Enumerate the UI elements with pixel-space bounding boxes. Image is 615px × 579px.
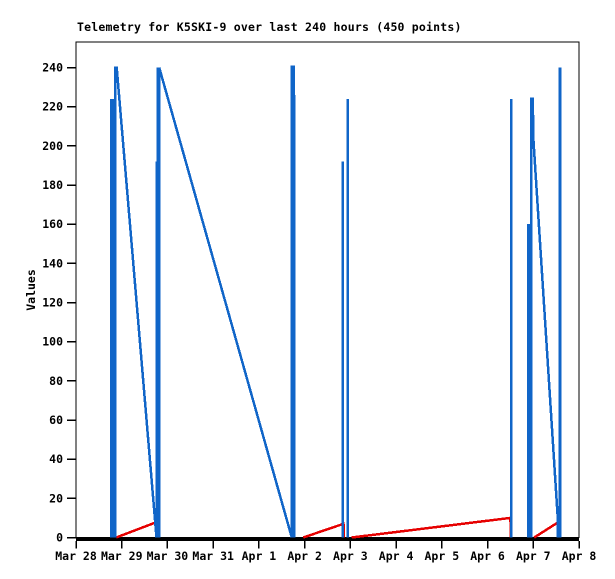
y-tick-label: 180 <box>42 178 63 192</box>
y-tick-label: 60 <box>49 413 63 427</box>
x-tick-label: Apr 5 <box>425 549 460 563</box>
y-tick-label: 0 <box>56 531 63 545</box>
telemetry-channel-blue-segment <box>114 66 158 538</box>
telemetry-channel-red-segment <box>533 520 560 539</box>
telemetry-channel-blue-segment <box>530 97 559 538</box>
x-tick-label: Apr 1 <box>242 549 277 563</box>
y-tick-label: 40 <box>49 452 63 466</box>
y-tick-label: 120 <box>42 296 63 310</box>
y-tick-label: 220 <box>42 100 63 114</box>
x-tick-label: Apr 8 <box>562 549 597 563</box>
x-tick-label: Mar 28 <box>55 549 97 563</box>
y-tick-label: 80 <box>49 374 63 388</box>
x-tick-label: Mar 29 <box>101 549 143 563</box>
y-tick-label: 200 <box>42 139 63 153</box>
y-tick-label: 100 <box>42 335 63 349</box>
y-tick-label: 240 <box>42 61 63 75</box>
y-tick-label: 20 <box>49 491 63 505</box>
x-tick-label: Apr 7 <box>516 549 551 563</box>
x-tick-label: Mar 31 <box>192 549 234 563</box>
telemetry-channel-red-segment <box>115 520 160 539</box>
x-tick-label: Apr 3 <box>333 549 368 563</box>
x-tick-label: Apr 4 <box>379 549 414 563</box>
telemetry-channel-blue-segment <box>157 67 294 538</box>
x-tick-label: Apr 6 <box>470 549 505 563</box>
y-tick-label: 160 <box>42 217 63 231</box>
plot-border <box>75 41 580 539</box>
chart-title: Telemetry for K5SKI-9 over last 240 hour… <box>77 20 462 34</box>
telemetry-channel-red-segment <box>302 522 346 539</box>
telemetry-channel-red-segment <box>351 516 513 539</box>
x-tick-label: Mar 30 <box>147 549 189 563</box>
telemetry-channel-blue-segment <box>290 65 296 538</box>
x-tick-label: Apr 2 <box>287 549 322 563</box>
y-tick-label: 140 <box>42 256 63 270</box>
